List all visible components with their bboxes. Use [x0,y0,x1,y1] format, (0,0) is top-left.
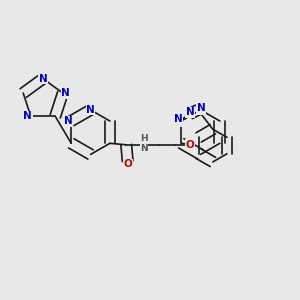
Text: O: O [186,140,194,150]
Text: O: O [123,159,132,169]
Text: N: N [64,116,73,126]
Text: H
N: H N [140,134,148,153]
Text: N: N [196,105,205,115]
Text: N: N [174,116,183,126]
Text: N: N [174,114,182,124]
Text: N: N [196,103,205,113]
Text: N: N [86,105,95,115]
Text: N: N [39,74,47,84]
Text: N: N [23,111,32,121]
Text: N: N [61,88,70,98]
Text: N: N [186,107,194,117]
